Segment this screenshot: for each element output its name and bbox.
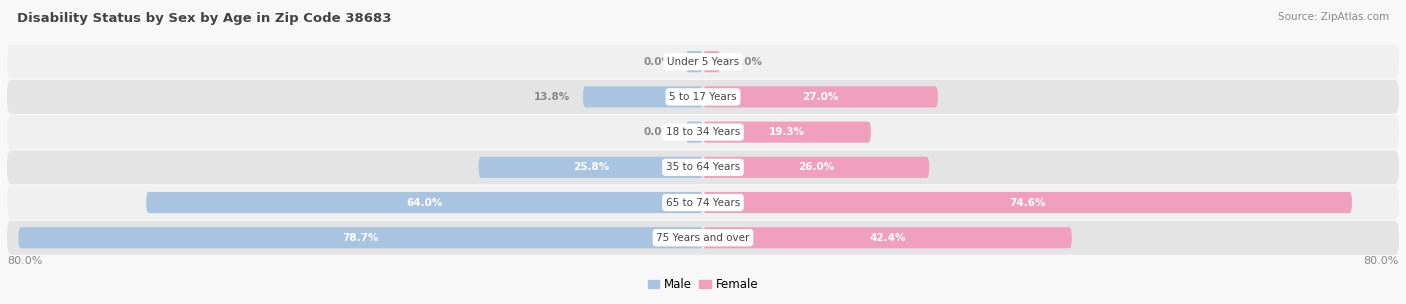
Text: 42.4%: 42.4% bbox=[869, 233, 905, 243]
Text: 19.3%: 19.3% bbox=[769, 127, 806, 137]
FancyBboxPatch shape bbox=[7, 186, 1399, 219]
FancyBboxPatch shape bbox=[703, 122, 870, 143]
FancyBboxPatch shape bbox=[703, 192, 1353, 213]
Text: 35 to 64 Years: 35 to 64 Years bbox=[666, 162, 740, 172]
Text: 25.8%: 25.8% bbox=[572, 162, 609, 172]
FancyBboxPatch shape bbox=[686, 122, 703, 143]
Text: 65 to 74 Years: 65 to 74 Years bbox=[666, 198, 740, 208]
FancyBboxPatch shape bbox=[7, 150, 1399, 184]
FancyBboxPatch shape bbox=[7, 80, 1399, 114]
FancyBboxPatch shape bbox=[703, 157, 929, 178]
Text: 0.0%: 0.0% bbox=[644, 57, 672, 67]
FancyBboxPatch shape bbox=[478, 157, 703, 178]
FancyBboxPatch shape bbox=[7, 221, 1399, 255]
FancyBboxPatch shape bbox=[7, 45, 1399, 79]
Text: Under 5 Years: Under 5 Years bbox=[666, 57, 740, 67]
Text: 78.7%: 78.7% bbox=[343, 233, 380, 243]
Text: 80.0%: 80.0% bbox=[1364, 256, 1399, 266]
Text: 0.0%: 0.0% bbox=[734, 57, 762, 67]
Text: 13.8%: 13.8% bbox=[534, 92, 569, 102]
FancyBboxPatch shape bbox=[703, 51, 720, 72]
Text: 27.0%: 27.0% bbox=[803, 92, 838, 102]
Text: Disability Status by Sex by Age in Zip Code 38683: Disability Status by Sex by Age in Zip C… bbox=[17, 12, 391, 25]
Text: 5 to 17 Years: 5 to 17 Years bbox=[669, 92, 737, 102]
Legend: Male, Female: Male, Female bbox=[643, 274, 763, 296]
FancyBboxPatch shape bbox=[703, 227, 1071, 248]
Text: 64.0%: 64.0% bbox=[406, 198, 443, 208]
FancyBboxPatch shape bbox=[7, 115, 1399, 149]
Text: 26.0%: 26.0% bbox=[799, 162, 834, 172]
FancyBboxPatch shape bbox=[703, 86, 938, 108]
Text: 74.6%: 74.6% bbox=[1010, 198, 1046, 208]
FancyBboxPatch shape bbox=[146, 192, 703, 213]
FancyBboxPatch shape bbox=[686, 51, 703, 72]
FancyBboxPatch shape bbox=[18, 227, 703, 248]
FancyBboxPatch shape bbox=[583, 86, 703, 108]
Text: 75 Years and over: 75 Years and over bbox=[657, 233, 749, 243]
Text: 18 to 34 Years: 18 to 34 Years bbox=[666, 127, 740, 137]
Text: 0.0%: 0.0% bbox=[644, 127, 672, 137]
Text: Source: ZipAtlas.com: Source: ZipAtlas.com bbox=[1278, 12, 1389, 22]
Text: 80.0%: 80.0% bbox=[7, 256, 42, 266]
